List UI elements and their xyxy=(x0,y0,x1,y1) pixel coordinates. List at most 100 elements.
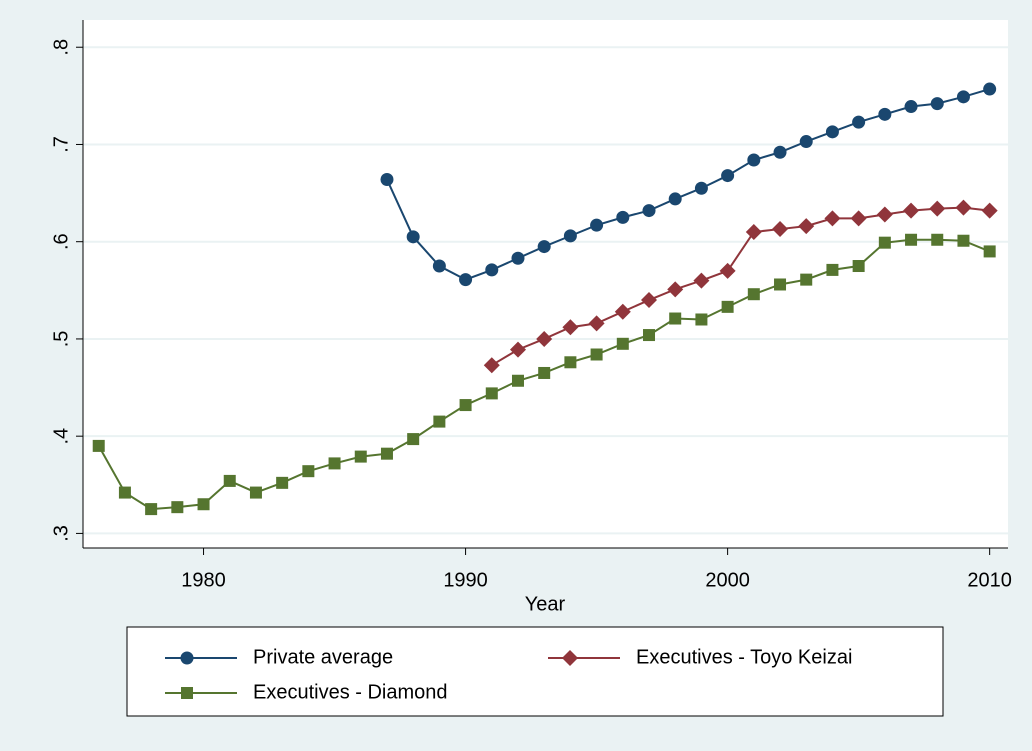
data-point xyxy=(432,259,446,273)
data-point xyxy=(563,229,577,243)
data-point xyxy=(536,330,553,347)
data-point xyxy=(616,210,630,224)
data-point xyxy=(798,218,815,235)
legend-label: Private average xyxy=(253,646,393,668)
data-point xyxy=(931,233,944,246)
data-point xyxy=(483,357,500,374)
data-point xyxy=(641,292,658,309)
data-point xyxy=(328,457,341,470)
data-point xyxy=(981,202,998,219)
data-point xyxy=(719,262,736,279)
data-point xyxy=(249,486,262,499)
data-point xyxy=(825,125,839,139)
y-tick-label: .3 xyxy=(50,525,72,542)
data-point xyxy=(745,223,762,240)
data-point xyxy=(693,272,710,289)
data-point xyxy=(459,273,473,287)
data-point xyxy=(564,356,577,369)
data-point xyxy=(930,97,944,111)
data-point xyxy=(956,90,970,104)
data-point xyxy=(878,236,891,249)
data-point xyxy=(852,260,865,273)
data-point xyxy=(509,341,526,358)
data-point xyxy=(459,399,472,412)
data-point xyxy=(905,233,918,246)
data-point xyxy=(407,433,420,446)
x-tick-label: 2000 xyxy=(705,569,750,591)
data-point xyxy=(433,415,446,428)
data-point xyxy=(747,288,760,301)
x-tick-label: 1990 xyxy=(443,569,488,591)
data-point xyxy=(721,169,735,183)
data-point xyxy=(537,240,551,254)
data-point xyxy=(826,263,839,276)
data-point xyxy=(903,202,920,219)
data-point xyxy=(145,503,158,516)
data-point xyxy=(667,281,684,298)
data-point xyxy=(354,450,367,463)
legend-marker xyxy=(180,651,194,665)
x-axis-title: Year xyxy=(525,593,566,615)
data-point xyxy=(799,135,813,149)
data-point xyxy=(616,337,629,350)
data-point xyxy=(118,486,131,499)
data-point xyxy=(955,199,972,216)
data-point xyxy=(695,313,708,326)
data-point xyxy=(642,204,656,218)
data-point xyxy=(800,273,813,286)
data-point xyxy=(614,303,631,320)
data-point xyxy=(721,300,734,313)
data-point xyxy=(223,474,236,487)
x-tick-label: 2010 xyxy=(967,569,1012,591)
data-point xyxy=(774,278,787,291)
data-point xyxy=(590,348,603,361)
data-point xyxy=(197,498,210,511)
legend-marker xyxy=(181,687,193,699)
legend-label: Executives - Diamond xyxy=(253,681,448,703)
data-point xyxy=(669,312,682,325)
data-point xyxy=(694,181,708,195)
data-point xyxy=(511,251,525,265)
y-tick-label: .8 xyxy=(50,39,72,56)
legend-label: Executives - Toyo Keizai xyxy=(636,646,852,668)
y-tick-label: .7 xyxy=(50,136,72,153)
data-point xyxy=(904,100,918,114)
data-point xyxy=(747,153,761,167)
plot-area xyxy=(83,20,1008,548)
data-point xyxy=(850,210,867,227)
data-point xyxy=(406,230,420,244)
y-tick-label: .4 xyxy=(50,428,72,445)
data-point xyxy=(878,107,892,121)
data-point xyxy=(92,439,105,452)
y-tick-label: .5 xyxy=(50,331,72,348)
y-tick-label: .6 xyxy=(50,233,72,250)
data-point xyxy=(485,387,498,400)
x-tick-label: 1980 xyxy=(181,569,226,591)
legend-box xyxy=(126,626,944,717)
data-point xyxy=(538,366,551,379)
data-point xyxy=(380,447,393,460)
data-point xyxy=(983,82,997,96)
data-point xyxy=(562,319,579,336)
data-point xyxy=(276,476,289,489)
data-point xyxy=(668,192,682,206)
data-point xyxy=(929,200,946,217)
legend-marker xyxy=(562,650,578,666)
data-point xyxy=(643,329,656,342)
data-point xyxy=(171,501,184,514)
data-point xyxy=(773,145,787,159)
data-point xyxy=(590,218,604,232)
data-point xyxy=(485,263,499,277)
data-point xyxy=(983,245,996,258)
data-point xyxy=(772,221,789,238)
data-point xyxy=(511,374,524,387)
data-point xyxy=(302,465,315,478)
data-point xyxy=(957,234,970,247)
data-point xyxy=(588,315,605,332)
data-point xyxy=(824,210,841,227)
data-point xyxy=(852,115,866,129)
data-point xyxy=(876,206,893,223)
data-point xyxy=(380,172,394,186)
